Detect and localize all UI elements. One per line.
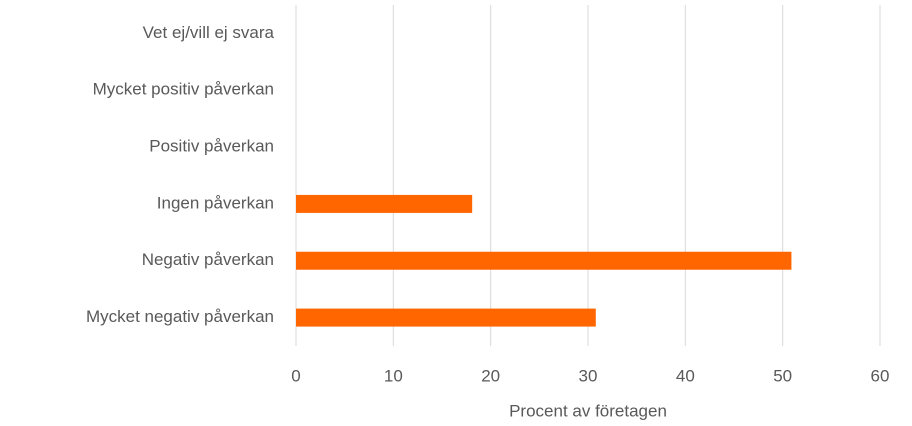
x-tick-label: 30	[579, 366, 598, 385]
y-tick-label: Negativ påverkan	[142, 250, 274, 269]
y-tick-label: Vet ej/vill ej svara	[143, 23, 275, 42]
bar	[296, 194, 473, 213]
bar	[296, 251, 792, 270]
x-tick-label: 50	[773, 366, 792, 385]
y-tick-label: Positiv påverkan	[149, 137, 274, 156]
bar	[296, 308, 596, 327]
x-axis-title: Procent av företagen	[509, 401, 667, 420]
y-tick-label: Ingen påverkan	[157, 193, 274, 212]
x-tick-label: 0	[291, 366, 300, 385]
x-tick-label: 40	[676, 366, 695, 385]
x-tick-label: 60	[871, 366, 890, 385]
y-tick-label: Mycket positiv påverkan	[93, 80, 274, 99]
y-tick-label: Mycket negativ påverkan	[86, 307, 274, 326]
x-tick-label: 20	[481, 366, 500, 385]
x-tick-label: 10	[384, 366, 403, 385]
